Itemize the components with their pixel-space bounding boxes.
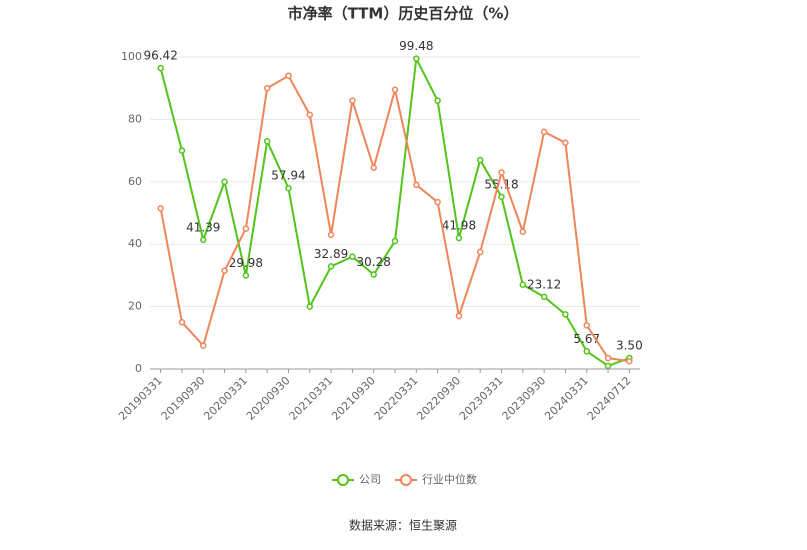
point bbox=[200, 236, 207, 244]
point bbox=[434, 97, 441, 104]
x-tick-label: 20190930 bbox=[159, 374, 208, 423]
point bbox=[562, 139, 569, 147]
y-tick-label: 0 bbox=[135, 362, 142, 375]
point bbox=[370, 271, 377, 278]
point bbox=[263, 84, 271, 92]
x-tick-label: 20220930 bbox=[414, 374, 463, 423]
point bbox=[178, 147, 186, 154]
point bbox=[285, 72, 292, 79]
point bbox=[349, 97, 356, 104]
series-line bbox=[159, 74, 630, 363]
y-tick-label: 80 bbox=[128, 112, 142, 125]
x-tick-label: 20230331 bbox=[457, 374, 506, 423]
point bbox=[413, 181, 420, 189]
point bbox=[221, 178, 228, 186]
point bbox=[476, 156, 484, 164]
y-tick-label: 40 bbox=[128, 237, 142, 250]
chart-title: 市净率（TTM）历史百分位（%） bbox=[288, 5, 519, 23]
x-tick-label: 20240712 bbox=[585, 374, 634, 423]
point bbox=[285, 184, 292, 192]
data-label: 99.48 bbox=[399, 39, 433, 53]
point bbox=[519, 228, 527, 235]
y-tick-label: 60 bbox=[128, 175, 142, 188]
legend-marker bbox=[337, 474, 349, 486]
data-label: 3.50 bbox=[616, 339, 643, 353]
point bbox=[306, 111, 314, 118]
data-label: 32.89 bbox=[314, 247, 348, 261]
point bbox=[604, 354, 612, 362]
point bbox=[263, 137, 271, 145]
x-tick-label: 20210930 bbox=[329, 374, 378, 423]
point bbox=[455, 312, 463, 320]
point bbox=[626, 357, 633, 365]
x-tick-label: 20210331 bbox=[287, 374, 336, 423]
point bbox=[327, 231, 335, 239]
point bbox=[157, 64, 164, 72]
legend-label: 公司 bbox=[359, 473, 381, 486]
data-label: 55.18 bbox=[484, 177, 518, 191]
legend-marker bbox=[400, 474, 412, 486]
point bbox=[604, 362, 612, 370]
point bbox=[562, 311, 569, 318]
x-tick-label: 20230930 bbox=[500, 374, 549, 423]
point bbox=[242, 272, 250, 279]
point bbox=[540, 293, 548, 301]
y-tick-label: 100 bbox=[121, 50, 142, 63]
point bbox=[413, 55, 420, 62]
point bbox=[349, 253, 356, 260]
point bbox=[242, 225, 250, 232]
x-tick-label: 20240331 bbox=[542, 374, 591, 423]
point bbox=[327, 263, 335, 270]
point bbox=[391, 86, 399, 94]
x-tick-label: 20220331 bbox=[372, 374, 421, 423]
x-tick-label: 20200930 bbox=[244, 374, 293, 423]
point bbox=[583, 348, 590, 355]
point bbox=[583, 322, 590, 329]
point bbox=[476, 248, 484, 256]
point bbox=[519, 281, 527, 289]
x-tick-label: 20190331 bbox=[116, 374, 165, 423]
point bbox=[391, 237, 399, 245]
series-line bbox=[159, 55, 630, 367]
y-tick-label: 20 bbox=[128, 300, 142, 313]
point bbox=[498, 169, 505, 176]
data-label: 29.98 bbox=[229, 256, 263, 270]
data-label: 96.42 bbox=[143, 49, 177, 63]
data-label: 57.94 bbox=[271, 169, 305, 183]
point bbox=[455, 234, 463, 242]
point bbox=[498, 193, 505, 201]
data-label: 41.39 bbox=[186, 220, 220, 234]
point bbox=[540, 128, 548, 136]
legend-label: 行业中位数 bbox=[422, 472, 477, 486]
point bbox=[306, 303, 314, 310]
point bbox=[370, 164, 377, 172]
data-label: 30.28 bbox=[357, 255, 391, 269]
point bbox=[157, 205, 164, 212]
data-label: 23.12 bbox=[527, 277, 561, 291]
data-label: 41.98 bbox=[442, 219, 476, 233]
point bbox=[221, 267, 228, 274]
point bbox=[200, 342, 207, 349]
x-tick-label: 20200331 bbox=[201, 374, 250, 423]
point bbox=[178, 318, 186, 326]
point bbox=[434, 198, 441, 206]
source: 数据来源：恒生聚源 bbox=[349, 518, 457, 533]
